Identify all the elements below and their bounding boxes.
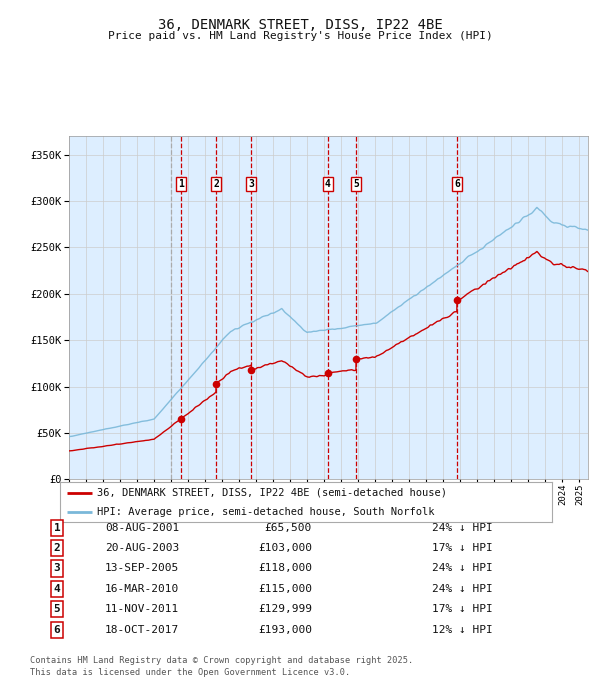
Text: 17% ↓ HPI: 17% ↓ HPI	[432, 543, 493, 553]
Text: 3: 3	[248, 180, 254, 189]
Text: 24% ↓ HPI: 24% ↓ HPI	[432, 564, 493, 573]
Text: 2: 2	[213, 180, 219, 189]
Text: 4: 4	[53, 584, 61, 594]
Text: 5: 5	[353, 180, 359, 189]
Text: HPI: Average price, semi-detached house, South Norfolk: HPI: Average price, semi-detached house,…	[97, 507, 434, 517]
Text: Contains HM Land Registry data © Crown copyright and database right 2025.
This d: Contains HM Land Registry data © Crown c…	[30, 656, 413, 677]
Text: 3: 3	[53, 564, 61, 573]
Text: 18-OCT-2017: 18-OCT-2017	[105, 625, 179, 634]
Text: 20-AUG-2003: 20-AUG-2003	[105, 543, 179, 553]
Text: £118,000: £118,000	[258, 564, 312, 573]
Text: £193,000: £193,000	[258, 625, 312, 634]
Text: 13-SEP-2005: 13-SEP-2005	[105, 564, 179, 573]
Text: £129,999: £129,999	[258, 605, 312, 614]
Text: 17% ↓ HPI: 17% ↓ HPI	[432, 605, 493, 614]
Text: £103,000: £103,000	[258, 543, 312, 553]
Text: 36, DENMARK STREET, DISS, IP22 4BE: 36, DENMARK STREET, DISS, IP22 4BE	[158, 18, 442, 32]
Text: 1: 1	[53, 523, 61, 532]
Text: 6: 6	[454, 180, 460, 189]
Text: 08-AUG-2001: 08-AUG-2001	[105, 523, 179, 532]
Text: 1: 1	[178, 180, 184, 189]
Text: 24% ↓ HPI: 24% ↓ HPI	[432, 523, 493, 532]
Text: 36, DENMARK STREET, DISS, IP22 4BE (semi-detached house): 36, DENMARK STREET, DISS, IP22 4BE (semi…	[97, 488, 447, 498]
Text: £65,500: £65,500	[265, 523, 312, 532]
Text: Price paid vs. HM Land Registry's House Price Index (HPI): Price paid vs. HM Land Registry's House …	[107, 31, 493, 41]
Text: 11-NOV-2011: 11-NOV-2011	[105, 605, 179, 614]
Text: 4: 4	[325, 180, 331, 189]
Text: 5: 5	[53, 605, 61, 614]
Text: 16-MAR-2010: 16-MAR-2010	[105, 584, 179, 594]
Text: £115,000: £115,000	[258, 584, 312, 594]
Text: 2: 2	[53, 543, 61, 553]
Text: 24% ↓ HPI: 24% ↓ HPI	[432, 584, 493, 594]
Text: 12% ↓ HPI: 12% ↓ HPI	[432, 625, 493, 634]
Text: 6: 6	[53, 625, 61, 634]
